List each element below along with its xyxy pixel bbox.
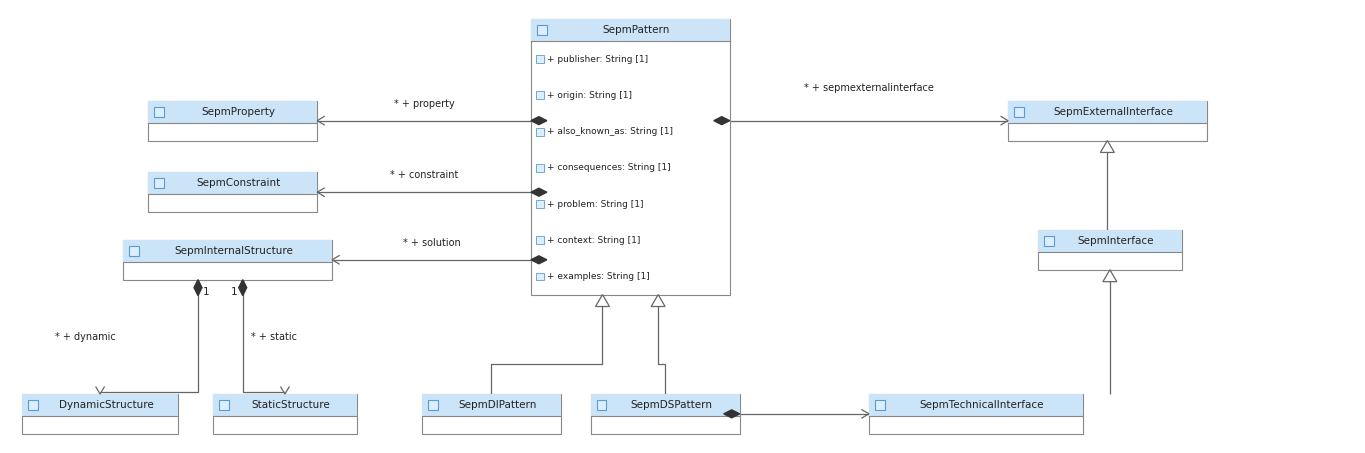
Bar bbox=[149, 172, 317, 212]
Bar bbox=[123, 240, 332, 280]
Text: * + solution: * + solution bbox=[403, 238, 460, 248]
Bar bbox=[536, 164, 543, 172]
Bar bbox=[536, 273, 543, 280]
Text: + problem: String [1]: + problem: String [1] bbox=[547, 200, 643, 208]
Text: SepmConstraint: SepmConstraint bbox=[197, 178, 281, 188]
Text: + origin: String [1]: + origin: String [1] bbox=[547, 91, 632, 100]
Bar bbox=[536, 92, 543, 99]
Polygon shape bbox=[531, 117, 547, 125]
Bar bbox=[218, 400, 229, 410]
Bar bbox=[536, 128, 543, 135]
Text: SepmDSPattern: SepmDSPattern bbox=[631, 400, 713, 410]
Bar bbox=[870, 394, 1082, 416]
Bar bbox=[1014, 107, 1024, 117]
Polygon shape bbox=[595, 294, 609, 307]
Polygon shape bbox=[1103, 270, 1117, 282]
Bar bbox=[422, 394, 561, 416]
Bar bbox=[536, 200, 543, 208]
Bar bbox=[531, 19, 730, 41]
Text: + context: String [1]: + context: String [1] bbox=[547, 236, 640, 245]
Text: SepmInternalStructure: SepmInternalStructure bbox=[175, 246, 293, 256]
Text: * + dynamic: * + dynamic bbox=[55, 332, 116, 342]
Polygon shape bbox=[239, 280, 247, 295]
Polygon shape bbox=[194, 280, 202, 295]
Bar bbox=[1037, 230, 1182, 270]
Bar bbox=[154, 107, 164, 117]
Bar bbox=[597, 400, 606, 410]
Text: 1: 1 bbox=[231, 287, 238, 297]
Bar bbox=[870, 394, 1082, 434]
Bar bbox=[149, 101, 317, 123]
Bar bbox=[591, 394, 740, 434]
Text: SepmPattern: SepmPattern bbox=[602, 25, 670, 35]
Bar bbox=[422, 394, 561, 434]
Text: SepmInterface: SepmInterface bbox=[1077, 236, 1153, 246]
Polygon shape bbox=[531, 188, 547, 196]
Bar bbox=[531, 19, 730, 294]
Bar bbox=[130, 246, 139, 256]
Bar bbox=[875, 400, 885, 410]
Bar bbox=[1007, 101, 1207, 140]
Polygon shape bbox=[723, 410, 740, 418]
Text: * + property: * + property bbox=[393, 99, 455, 109]
Polygon shape bbox=[651, 294, 665, 307]
Text: + consequences: String [1]: + consequences: String [1] bbox=[547, 164, 670, 172]
Bar bbox=[536, 236, 543, 244]
Text: SepmDIPattern: SepmDIPattern bbox=[457, 400, 536, 410]
Polygon shape bbox=[531, 256, 547, 264]
Polygon shape bbox=[1100, 140, 1114, 153]
Text: * + static: * + static bbox=[251, 332, 296, 342]
Bar bbox=[213, 394, 358, 434]
Text: * + constraint: * + constraint bbox=[390, 170, 459, 180]
Text: * + sepmexternalinterface: * + sepmexternalinterface bbox=[804, 83, 934, 93]
Text: + examples: String [1]: + examples: String [1] bbox=[547, 272, 650, 281]
Bar bbox=[22, 394, 177, 434]
Bar bbox=[213, 394, 358, 416]
Bar bbox=[22, 394, 177, 416]
Text: SepmTechnicalInterface: SepmTechnicalInterface bbox=[920, 400, 1044, 410]
Bar bbox=[1037, 230, 1182, 252]
Bar bbox=[29, 400, 38, 410]
Bar bbox=[1044, 236, 1054, 246]
Bar bbox=[154, 178, 164, 188]
Bar bbox=[149, 101, 317, 140]
Bar bbox=[123, 240, 332, 262]
Text: StaticStructure: StaticStructure bbox=[251, 400, 330, 410]
Text: + also_known_as: String [1]: + also_known_as: String [1] bbox=[547, 127, 673, 136]
Text: SepmExternalInterface: SepmExternalInterface bbox=[1054, 107, 1174, 117]
Polygon shape bbox=[714, 117, 730, 125]
Text: SepmProperty: SepmProperty bbox=[202, 107, 276, 117]
Bar bbox=[149, 172, 317, 194]
Bar bbox=[1007, 101, 1207, 123]
Bar bbox=[591, 394, 740, 416]
Bar bbox=[536, 25, 547, 35]
Text: 1: 1 bbox=[203, 287, 210, 297]
Bar bbox=[427, 400, 438, 410]
Text: DynamicStructure: DynamicStructure bbox=[59, 400, 153, 410]
Text: + publisher: String [1]: + publisher: String [1] bbox=[547, 55, 648, 64]
Bar bbox=[536, 55, 543, 63]
